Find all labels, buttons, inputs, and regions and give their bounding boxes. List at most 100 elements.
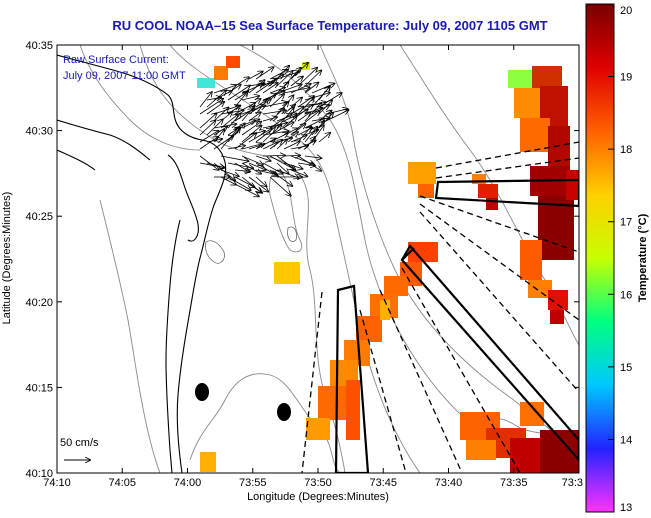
current-vector (248, 80, 265, 94)
x-tick-label: 73:55 (239, 477, 267, 489)
y-tick-label: 40:30 (25, 126, 53, 138)
colorbar-tick-label: 16 (620, 289, 632, 301)
current-vector (206, 91, 226, 108)
x-tick-label: 74:00 (174, 477, 202, 489)
current-vector (304, 137, 315, 150)
current-vector (262, 123, 287, 129)
current-vector (255, 139, 276, 150)
current-vector (297, 97, 314, 115)
current-vector (325, 110, 349, 122)
current-vectors (199, 63, 349, 197)
current-vector (255, 176, 267, 186)
current-vector (241, 155, 263, 165)
current-vector (297, 112, 310, 122)
colorbar-tick-label: 20 (620, 5, 632, 17)
x-tick-label: 73:40 (435, 477, 463, 489)
current-vector (290, 136, 307, 143)
current-vector (206, 119, 223, 136)
scale-label: 50 cm/s (60, 437, 99, 449)
current-vector (304, 127, 317, 143)
current-vector (283, 162, 302, 169)
map-area (57, 45, 579, 473)
current-vector (283, 155, 300, 156)
current-vector (255, 67, 274, 80)
y-tick-label: 40:35 (25, 40, 53, 52)
x-tick-label: 73:35 (500, 477, 528, 489)
dashed-fan-lines (301, 141, 579, 473)
x-tick-label: 74:10 (43, 477, 71, 489)
current-vector (220, 176, 236, 185)
current-vector (199, 155, 219, 170)
current-vector (220, 114, 238, 129)
colorbar-label: Temperature (°C) (637, 213, 649, 302)
y-axis-label: Latitude (Degrees:Minutes) (1, 192, 13, 325)
x-tick-label: 73:50 (304, 477, 332, 489)
current-vector (199, 137, 218, 150)
current-vector (276, 155, 296, 170)
current-vector (262, 155, 285, 156)
current-vector (255, 127, 275, 143)
current-vector (248, 176, 268, 192)
current-vector (213, 85, 236, 94)
current-vector (297, 155, 321, 171)
current-vector (248, 144, 265, 150)
current-vector (199, 131, 218, 143)
colorbar-tick-label: 18 (620, 144, 632, 156)
current-vector (241, 106, 255, 122)
current-vector (297, 163, 315, 166)
current-vector (206, 162, 224, 168)
current-vector (241, 122, 261, 136)
current-vector (262, 162, 283, 174)
current-annotation-line1: Raw Surface Current: (63, 54, 169, 66)
current-vector (276, 162, 289, 174)
current-vector (269, 140, 282, 150)
current-vector (269, 109, 284, 122)
current-vector (276, 71, 293, 87)
current-vector (269, 176, 291, 196)
current-vector (311, 87, 330, 108)
current-annotation-line2: July 09, 2007 11:00 GMT (63, 70, 186, 82)
colorbar-tick-label: 15 (620, 362, 632, 374)
current-vector (199, 120, 216, 136)
colorbar-tick-label: 19 (620, 72, 632, 84)
current-vector (241, 144, 261, 150)
x-tick-label: 73:3 (562, 477, 583, 489)
current-vector (227, 86, 250, 101)
current-vector (234, 183, 259, 196)
coastline (57, 54, 227, 473)
current-vector (269, 94, 284, 108)
current-vector (304, 156, 321, 158)
chart-title: RU COOL NOAA–15 Sea Surface Temperature:… (112, 18, 547, 33)
current-vector (255, 169, 277, 175)
y-tick-label: 40:10 (25, 468, 53, 480)
current-vector (262, 142, 277, 150)
current-vector (227, 113, 241, 129)
x-axis: 74:10 74:05 74:00 73:55 73:50 73:45 73:40 73:35… (43, 45, 583, 489)
current-vector (220, 155, 249, 161)
x-tick-label: 73:45 (369, 477, 397, 489)
current-vector (248, 72, 263, 80)
current-vector (269, 114, 292, 129)
current-vector (220, 169, 239, 176)
y-tick-label: 40:15 (25, 382, 53, 394)
current-vector (304, 83, 318, 94)
current-vector (248, 183, 262, 193)
current-vector (227, 146, 245, 150)
colorbar (585, 3, 615, 513)
current-vector (290, 77, 303, 87)
current-vector (234, 170, 250, 171)
current-vector (318, 133, 330, 143)
current-vector (206, 102, 224, 115)
current-vector (262, 125, 281, 143)
current-vector (241, 96, 259, 101)
current-vector (227, 176, 251, 190)
current-vector (248, 129, 272, 143)
current-vector (255, 79, 277, 94)
station-dot (195, 383, 209, 401)
sampling-boxes (334, 178, 579, 473)
colorbar-tick-label: 17 (620, 217, 632, 229)
current-vector (290, 169, 307, 176)
current-vector (283, 141, 300, 150)
current-vector (276, 139, 287, 150)
y-tick-label: 40:20 (25, 297, 53, 309)
